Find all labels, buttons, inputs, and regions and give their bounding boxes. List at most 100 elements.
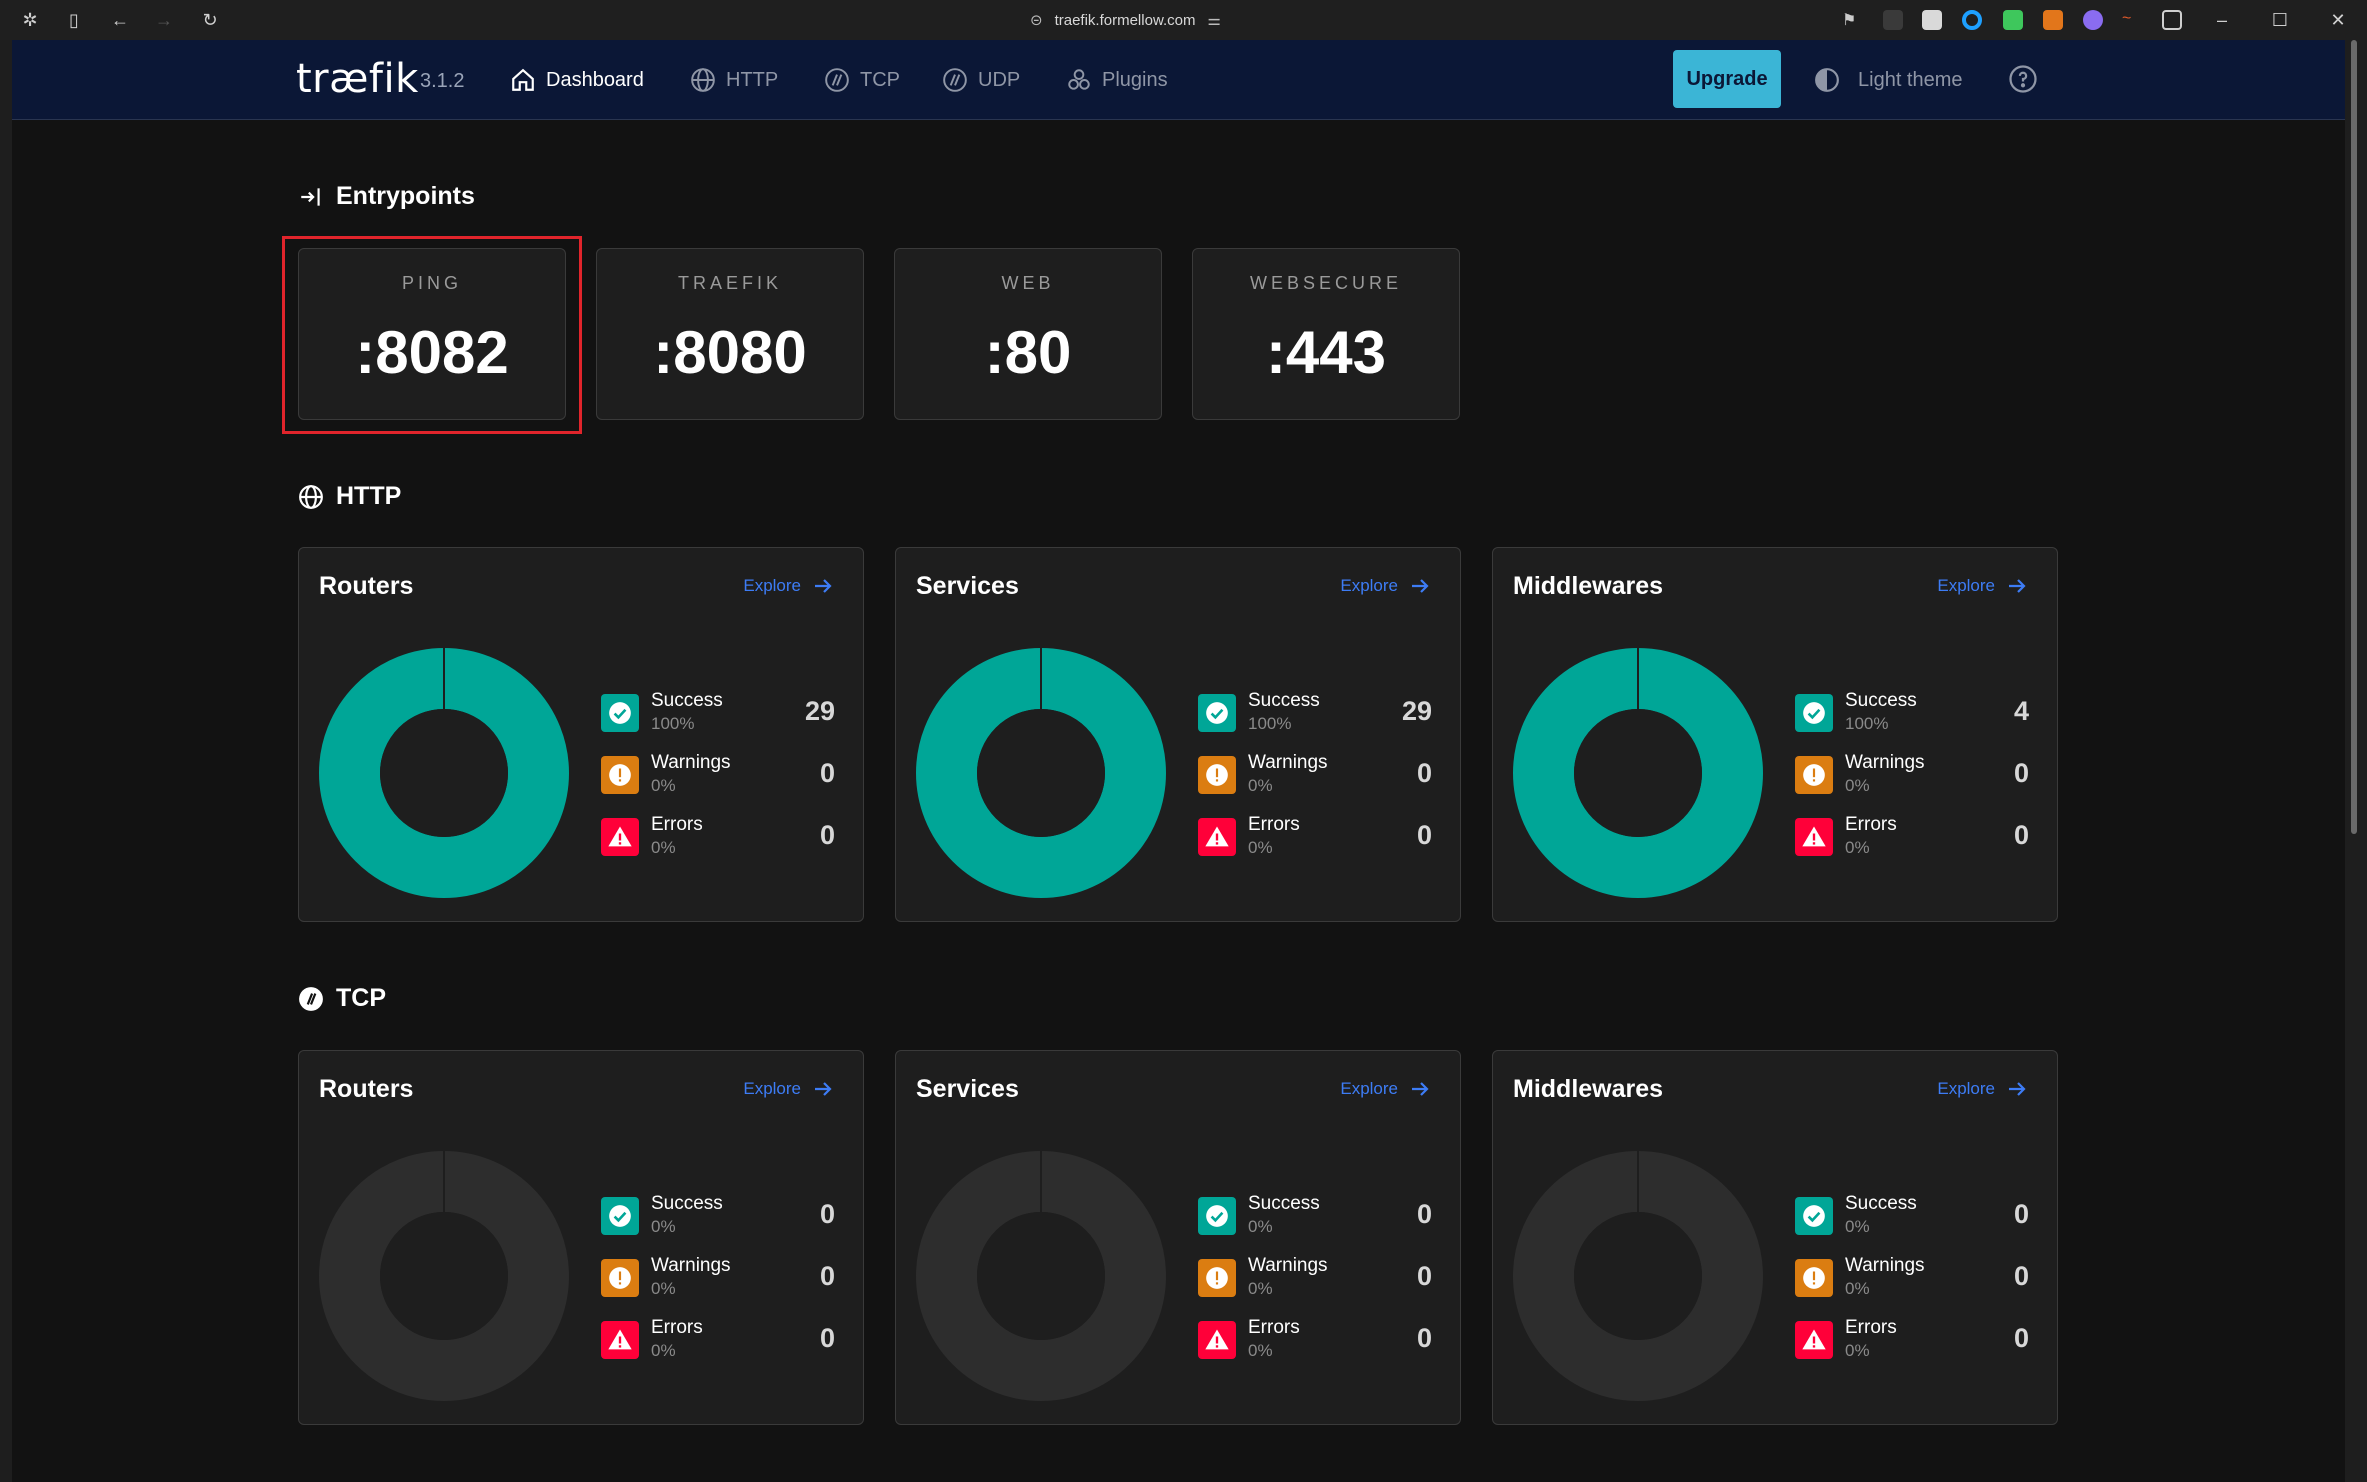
explore-link[interactable]: Explore xyxy=(1340,1077,1432,1101)
stat-badge xyxy=(1198,756,1236,794)
card-title: Middlewares xyxy=(1513,1075,1664,1103)
theme-toggle-label: Light theme xyxy=(1858,68,1963,91)
stat-success[interactable]: Success 0% 0 xyxy=(601,1193,835,1239)
nav-dashboard[interactable]: Dashboard xyxy=(510,62,644,98)
udp-icon xyxy=(943,68,967,92)
warning-triangle-icon xyxy=(1205,826,1229,847)
split-view-icon[interactable] xyxy=(2162,10,2182,30)
arrow-right-icon xyxy=(1412,579,1429,593)
close-window-button[interactable]: ✕ xyxy=(2330,9,2346,30)
stat-errors[interactable]: Errors 0% 0 xyxy=(1795,1317,2029,1363)
check-circle-icon xyxy=(1803,702,1825,724)
back-icon[interactable]: ← xyxy=(111,9,129,30)
http-middlewares-card: Middlewares Explore Success 100% 4 Warnings 0%… xyxy=(1492,547,2058,922)
stat-warnings[interactable]: Warnings 0% 0 xyxy=(1795,752,2029,798)
extension-signature-icon[interactable]: ~ xyxy=(2122,10,2132,27)
http-routers-card: Routers Explore Success 100% 29 Warnings 0% 0 Er… xyxy=(298,547,864,922)
stat-percent: 0% xyxy=(1248,776,1273,795)
stat-label: Warnings xyxy=(1248,1255,1328,1276)
stat-success[interactable]: Success 100% 29 xyxy=(601,690,835,736)
nav-plugins[interactable]: Plugins xyxy=(1066,62,1168,98)
entrypoint-name: WEBSECURE xyxy=(1249,273,1402,293)
home-icon xyxy=(512,68,534,91)
extension-shield-icon[interactable] xyxy=(2003,10,2023,30)
stat-success[interactable]: Success 0% 0 xyxy=(1198,1193,1432,1239)
arrow-right-icon xyxy=(2009,579,2026,593)
stat-errors[interactable]: Errors 0% 0 xyxy=(601,814,835,860)
donut-hole xyxy=(977,709,1105,837)
stat-warnings[interactable]: Warnings 0% 0 xyxy=(601,1255,835,1301)
stat-percent: 0% xyxy=(1248,838,1273,857)
check-circle-icon xyxy=(1206,1205,1228,1227)
stat-warnings[interactable]: Warnings 0% 0 xyxy=(1198,752,1432,798)
entrypoint-name: PING xyxy=(401,273,462,293)
stat-errors[interactable]: Errors 0% 0 xyxy=(601,1317,835,1363)
reload-icon[interactable]: ↻ xyxy=(202,9,218,30)
explore-link[interactable]: Explore xyxy=(1937,574,2029,598)
extension-fox-icon[interactable] xyxy=(2043,10,2063,30)
explore-link[interactable]: Explore xyxy=(1937,1077,2029,1101)
donut-hole xyxy=(977,1212,1105,1340)
stat-label: Success xyxy=(1845,690,1917,711)
entrypoint-card-websecure[interactable]: WEBSECURE :443 xyxy=(1192,248,1460,420)
entrypoint-card-ping[interactable]: PING :8082 xyxy=(298,248,566,420)
browser-toolbar: ✲ ▯ ← → ↻ ⊝ traefik.formellow.com ⚌ ⚑ ~ … xyxy=(0,0,2367,40)
warning-triangle-icon xyxy=(1802,1329,1826,1350)
theme-toggle-button[interactable]: Light theme xyxy=(1814,62,1963,98)
scrollbar-thumb[interactable] xyxy=(2351,40,2357,834)
stat-success[interactable]: Success 100% 29 xyxy=(1198,690,1432,736)
warning-triangle-icon xyxy=(608,826,632,847)
stat-count: 0 xyxy=(2013,1261,2029,1291)
stat-count: 0 xyxy=(1416,758,1432,788)
card-title: Services xyxy=(916,572,1019,600)
forward-icon[interactable]: → xyxy=(155,9,173,30)
http-title: HTTP xyxy=(336,482,402,510)
status-donut-chart xyxy=(319,648,569,898)
explore-link[interactable]: Explore xyxy=(1340,574,1432,598)
arrow-right-icon xyxy=(815,1082,832,1096)
browser-menu-icon[interactable]: ✲ xyxy=(22,9,38,30)
status-donut-chart xyxy=(1513,1151,1763,1401)
stat-errors[interactable]: Errors 0% 0 xyxy=(1198,814,1432,860)
upgrade-button[interactable]: Upgrade xyxy=(1673,50,1781,108)
nav-http[interactable]: HTTP xyxy=(690,62,778,98)
entrypoint-card-traefik[interactable]: TRAEFIK :8080 xyxy=(596,248,864,420)
stat-warnings[interactable]: Warnings 0% 0 xyxy=(1795,1255,2029,1301)
stat-success[interactable]: Success 0% 0 xyxy=(1795,1193,2029,1239)
minimize-button[interactable]: – xyxy=(2216,9,2227,30)
stat-badge xyxy=(601,756,639,794)
maximize-button[interactable]: ☐ xyxy=(2271,9,2289,30)
stat-percent: 0% xyxy=(1845,838,1870,857)
traefik-logo[interactable]: træfik xyxy=(296,56,419,102)
explore-link[interactable]: Explore xyxy=(743,1077,835,1101)
nav-udp[interactable]: UDP xyxy=(942,62,1020,98)
status-donut-chart xyxy=(916,1151,1166,1401)
help-icon[interactable] xyxy=(2008,64,2038,94)
arrow-right-icon xyxy=(2009,1082,2026,1096)
stat-warnings[interactable]: Warnings 0% 0 xyxy=(1198,1255,1432,1301)
site-settings-icon[interactable]: ⚌ xyxy=(1207,12,1221,29)
entrypoint-port: :8082 xyxy=(355,319,509,386)
extension-arrows-icon[interactable] xyxy=(1883,10,1903,30)
check-circle-icon xyxy=(609,702,631,724)
stat-count: 0 xyxy=(1416,1323,1432,1353)
stat-errors[interactable]: Errors 0% 0 xyxy=(1795,814,2029,860)
sidebar-toggle-icon[interactable]: ▯ xyxy=(69,9,79,30)
stat-badge xyxy=(1795,1259,1833,1297)
explore-link[interactable]: Explore xyxy=(743,574,835,598)
stat-label: Warnings xyxy=(1845,752,1925,773)
stat-errors[interactable]: Errors 0% 0 xyxy=(1198,1317,1432,1363)
extension-cloud-icon[interactable] xyxy=(2083,10,2103,30)
stat-success[interactable]: Success 100% 4 xyxy=(1795,690,2029,736)
explore-label: Explore xyxy=(1937,576,1995,595)
extension-circle-icon[interactable] xyxy=(1962,10,1982,30)
nav-tcp[interactable]: TCP xyxy=(824,62,900,98)
address-bar[interactable]: ⊝ traefik.formellow.com ⚌ xyxy=(1030,6,1221,34)
stat-count: 29 xyxy=(1401,696,1432,726)
extension-flag-icon[interactable]: ⚑ xyxy=(1842,12,1857,29)
stat-count: 0 xyxy=(819,1261,835,1291)
extension-key-icon[interactable] xyxy=(1922,10,1942,30)
stat-warnings[interactable]: Warnings 0% 0 xyxy=(601,752,835,798)
entrypoint-card-web[interactable]: WEB :80 xyxy=(894,248,1162,420)
stat-badge xyxy=(1795,1197,1833,1235)
